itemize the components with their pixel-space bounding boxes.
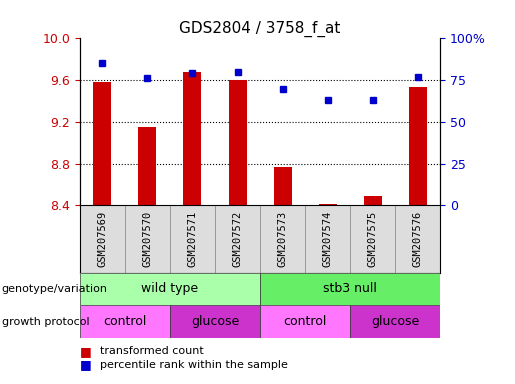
Bar	[396, 205, 440, 273]
Text: GSM207571: GSM207571	[187, 211, 197, 267]
Text: GSM207570: GSM207570	[143, 211, 152, 267]
Bar	[319, 204, 337, 205]
Text: growth protocol: growth protocol	[2, 316, 89, 327]
Text: wild type: wild type	[142, 283, 198, 295]
Text: GSM207572: GSM207572	[233, 211, 243, 267]
Text: genotype/variation: genotype/variation	[2, 284, 108, 294]
Bar	[139, 127, 157, 205]
Bar	[305, 205, 350, 273]
Bar	[260, 205, 305, 273]
Text: percentile rank within the sample: percentile rank within the sample	[100, 360, 288, 370]
Bar	[183, 72, 201, 205]
Bar	[125, 205, 170, 273]
Bar	[80, 305, 170, 338]
Text: control: control	[103, 315, 147, 328]
Bar	[170, 205, 215, 273]
Bar	[364, 196, 382, 205]
Bar	[350, 205, 396, 273]
Text: ■: ■	[80, 345, 92, 358]
Bar	[80, 273, 260, 305]
Text: ■: ■	[80, 358, 92, 371]
Text: stb3 null: stb3 null	[323, 283, 377, 295]
Bar	[409, 88, 427, 205]
Text: GSM207573: GSM207573	[278, 211, 287, 267]
Text: transformed count: transformed count	[100, 346, 204, 356]
Bar	[260, 305, 350, 338]
Text: GSM207574: GSM207574	[323, 211, 333, 267]
Text: GSM207569: GSM207569	[97, 211, 107, 267]
Text: control: control	[283, 315, 327, 328]
Bar	[229, 80, 247, 205]
Bar	[93, 82, 111, 205]
Text: GSM207575: GSM207575	[368, 211, 377, 267]
Text: GSM207576: GSM207576	[413, 211, 423, 267]
Bar	[170, 305, 260, 338]
Bar	[215, 205, 260, 273]
Text: glucose: glucose	[371, 315, 419, 328]
Bar	[260, 273, 440, 305]
Title: GDS2804 / 3758_f_at: GDS2804 / 3758_f_at	[179, 21, 341, 37]
Bar	[273, 167, 291, 205]
Text: glucose: glucose	[191, 315, 239, 328]
Bar	[80, 205, 125, 273]
Bar	[350, 305, 440, 338]
